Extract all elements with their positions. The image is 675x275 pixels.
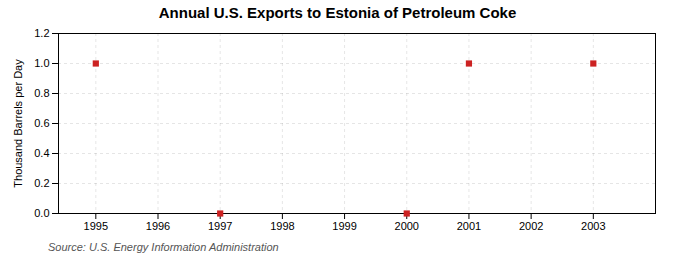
svg-text:2001: 2001 (457, 220, 481, 232)
svg-text:1997: 1997 (208, 220, 232, 232)
svg-text:2000: 2000 (395, 220, 419, 232)
svg-text:1998: 1998 (270, 220, 294, 232)
html-text:Source: U.S. Energy Informatio: Source: U.S. Energy Information Administ… (48, 241, 279, 253)
svg-text:1996: 1996 (146, 220, 170, 232)
svg-text:1.0: 1.0 (34, 57, 49, 69)
svg-text:1.2: 1.2 (34, 27, 49, 39)
html-text:Annual U.S. Exports to Estonia: Annual U.S. Exports to Estonia of Petrol… (158, 4, 517, 21)
svg-text:1995: 1995 (84, 220, 108, 232)
svg-text:2002: 2002 (519, 220, 543, 232)
svg-text:0.6: 0.6 (34, 117, 49, 129)
svg-text:0.4: 0.4 (34, 147, 49, 159)
svg-text:1999: 1999 (332, 220, 356, 232)
svg-text:2003: 2003 (581, 220, 605, 232)
svg-text:0.8: 0.8 (34, 87, 49, 99)
svg-text:0.0: 0.0 (34, 207, 49, 219)
svg-text:0.2: 0.2 (34, 177, 49, 189)
svg-text:Thousand Barrels per Day: Thousand Barrels per Day (12, 59, 24, 188)
